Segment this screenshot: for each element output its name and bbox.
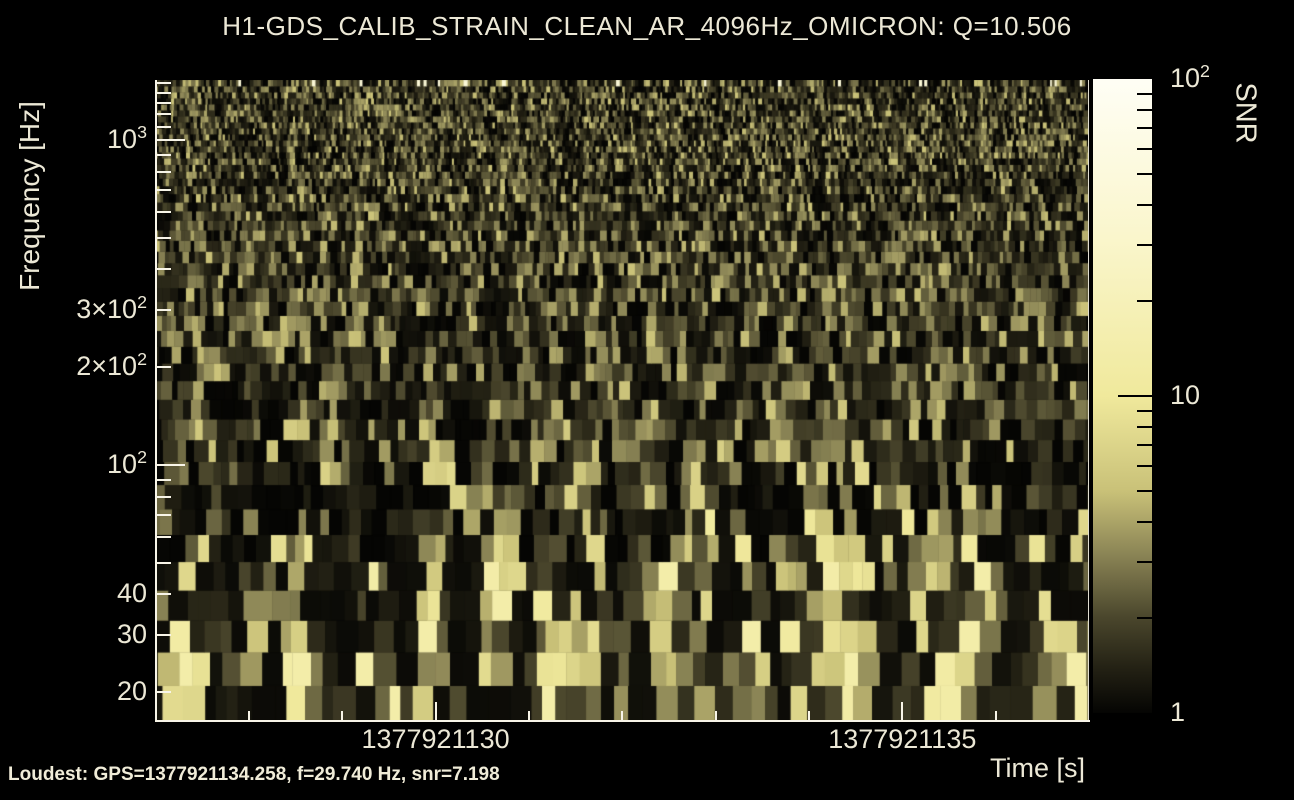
- left-spine: [155, 80, 157, 722]
- y-tick-label: 40: [116, 578, 147, 609]
- y-minor-tick: [157, 536, 171, 539]
- colorbar-minor-tick: [1137, 521, 1152, 524]
- y-tick-label: 30: [116, 619, 147, 650]
- colorbar-minor-tick: [1137, 127, 1152, 130]
- y-minor-tick: [157, 113, 171, 116]
- y-minor-tick: [157, 561, 171, 564]
- y-tick-label: 103: [107, 122, 147, 155]
- y-minor-tick: [157, 91, 171, 94]
- colorbar-tick-label: 1: [1170, 697, 1186, 727]
- colorbar-tick-label: 10: [1170, 380, 1201, 410]
- y-major-tick: [157, 139, 185, 142]
- colorbar-minor-tick: [1137, 465, 1152, 468]
- colorbar-minor-tick: [1137, 490, 1152, 493]
- y-minor-tick: [157, 691, 171, 694]
- colorbar-minor-tick: [1137, 243, 1152, 246]
- x-tick-label: 1377921130: [361, 724, 510, 754]
- y-minor-tick: [157, 81, 171, 84]
- colorbar-minor-tick: [1137, 560, 1152, 563]
- x-minor-tick: [621, 711, 624, 720]
- y-minor-tick: [157, 125, 171, 128]
- y-minor-tick: [157, 514, 171, 517]
- colorbar-minor-tick: [1137, 299, 1152, 302]
- y-minor-tick: [157, 153, 171, 156]
- y-minor-tick: [157, 268, 171, 271]
- y-minor-tick: [157, 634, 171, 637]
- colorbar-minor-tick: [1137, 444, 1152, 447]
- y-minor-tick: [157, 211, 171, 214]
- x-minor-tick: [341, 711, 344, 720]
- y-tick-label: 3×102: [76, 292, 147, 324]
- colorbar-minor-tick: [1137, 92, 1152, 95]
- y-minor-tick: [157, 478, 171, 481]
- x-minor-tick: [714, 711, 717, 720]
- x-minor-tick: [527, 711, 530, 720]
- y-minor-tick: [157, 593, 171, 596]
- y-tick-label: 2×102: [76, 349, 147, 382]
- y-minor-tick: [157, 366, 171, 369]
- plot-title: H1-GDS_CALIB_STRAIN_CLEAN_AR_4096Hz_OMIC…: [222, 11, 1072, 41]
- spectrogram-canvas: [156, 80, 1088, 721]
- y-minor-tick: [157, 189, 171, 192]
- loudest-tile-summary: Loudest: GPS=1377921134.258, f=29.740 Hz…: [8, 764, 500, 785]
- x-minor-tick: [807, 711, 810, 720]
- x-minor-tick: [247, 711, 250, 720]
- colorbar-minor-tick: [1137, 108, 1152, 111]
- y-minor-tick: [157, 495, 171, 498]
- x-major-tick: [901, 702, 904, 720]
- right-spine: [1087, 80, 1089, 722]
- colorbar-axis-label: SNR: [1229, 82, 1262, 144]
- colorbar-minor-tick: [1137, 409, 1152, 412]
- y-tick-label: 102: [107, 447, 147, 480]
- x-major-tick: [434, 702, 437, 720]
- colorbar-minor-tick: [1137, 173, 1152, 176]
- y-major-tick: [157, 464, 185, 467]
- bottom-spine: [155, 720, 1090, 722]
- x-minor-tick: [994, 711, 997, 720]
- colorbar-minor-tick: [1137, 204, 1152, 207]
- y-minor-tick: [157, 308, 171, 311]
- x-axis-label: Time [s]: [989, 753, 1085, 783]
- y-minor-tick: [157, 236, 171, 239]
- colorbar-minor-tick: [1137, 148, 1152, 151]
- colorbar-minor-tick: [1137, 425, 1152, 428]
- colorbar-minor-tick: [1137, 616, 1152, 619]
- colorbar-tick-label: 102: [1170, 61, 1210, 93]
- y-tick-label: 20: [116, 676, 147, 707]
- y-minor-tick: [157, 101, 171, 104]
- colorbar-major-tick: [1118, 395, 1152, 397]
- x-tick-label: 1377921135: [828, 724, 977, 754]
- y-minor-tick: [157, 170, 171, 173]
